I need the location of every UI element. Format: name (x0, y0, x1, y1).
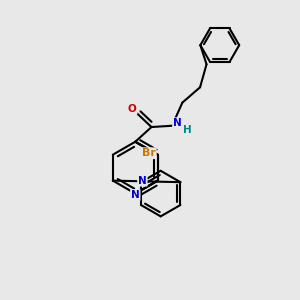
Text: Br: Br (142, 148, 156, 158)
Text: H: H (183, 125, 192, 135)
Text: O: O (128, 104, 137, 114)
Text: N: N (173, 118, 182, 128)
Text: N: N (131, 190, 140, 200)
Text: N: N (138, 176, 147, 186)
